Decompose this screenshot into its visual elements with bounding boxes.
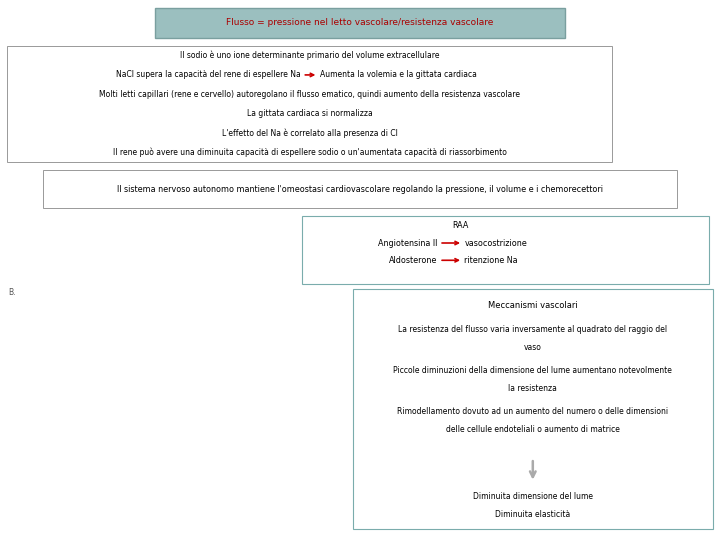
Text: delle cellule endoteliali o aumento di matrice: delle cellule endoteliali o aumento di m… [446, 425, 620, 434]
Text: Rimodellamento dovuto ad un aumento del numero o delle dimensioni: Rimodellamento dovuto ad un aumento del … [397, 407, 668, 416]
Text: Il sistema nervoso autonomo mantiene l'omeostasi cardiovascolare regolando la pr: Il sistema nervoso autonomo mantiene l'o… [117, 185, 603, 193]
Text: La resistenza del flusso varia inversamente al quadrato del raggio del: La resistenza del flusso varia inversame… [398, 325, 667, 334]
FancyBboxPatch shape [155, 8, 565, 38]
Text: vasocostrizione: vasocostrizione [464, 239, 527, 247]
FancyBboxPatch shape [7, 46, 612, 162]
Text: B.: B. [9, 288, 16, 297]
Text: Aldosterone: Aldosterone [390, 256, 438, 265]
FancyBboxPatch shape [302, 216, 709, 284]
Text: Diminuita elasticità: Diminuita elasticità [495, 510, 570, 519]
Text: Diminuita dimensione del lume: Diminuita dimensione del lume [473, 491, 593, 501]
Text: vaso: vaso [524, 343, 541, 352]
Text: Meccanismi vascolari: Meccanismi vascolari [488, 301, 577, 309]
FancyBboxPatch shape [353, 289, 713, 529]
Text: Molti letti capillari (rene e cervello) autoregolano il flusso ematico, quindi a: Molti letti capillari (rene e cervello) … [99, 90, 520, 99]
Text: Angiotensina II: Angiotensina II [379, 239, 438, 247]
Text: Il sodio è uno ione determinante primario del volume extracellulare: Il sodio è uno ione determinante primari… [180, 51, 439, 60]
Text: RAA: RAA [453, 221, 469, 230]
FancyBboxPatch shape [43, 170, 677, 208]
Text: L'effetto del Na è correlato alla presenza di Cl: L'effetto del Na è correlato alla presen… [222, 128, 397, 138]
Text: La gittata cardiaca si normalizza: La gittata cardiaca si normalizza [247, 109, 372, 118]
Text: la resistenza: la resistenza [508, 384, 557, 393]
Text: Il rene può avere una diminuita capacità di espellere sodio o un'aumentata capac: Il rene può avere una diminuita capacità… [112, 147, 507, 157]
Text: Flusso = pressione nel letto vascolare/resistenza vascolare: Flusso = pressione nel letto vascolare/r… [226, 18, 494, 28]
Text: NaCl supera la capacità del rene di espellere Na: NaCl supera la capacità del rene di espe… [116, 70, 301, 79]
Text: Piccole diminuzioni della dimensione del lume aumentano notevolmente: Piccole diminuzioni della dimensione del… [393, 366, 672, 375]
Text: Aumenta la volemia e la gittata cardiaca: Aumenta la volemia e la gittata cardiaca [320, 70, 477, 79]
Text: ritenzione Na: ritenzione Na [464, 256, 518, 265]
